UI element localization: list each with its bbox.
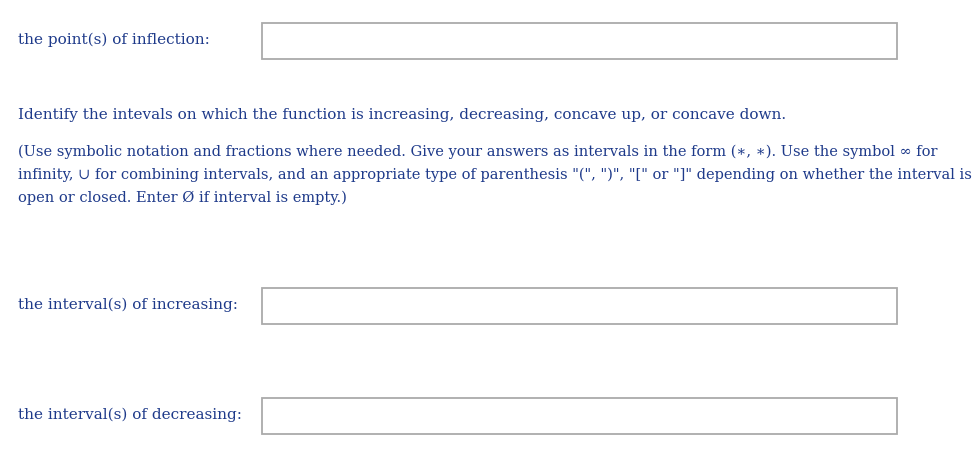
FancyBboxPatch shape (262, 288, 897, 324)
Text: open or closed. Enter Ø if interval is empty.): open or closed. Enter Ø if interval is e… (18, 190, 347, 205)
Text: infinity, ∪ for combining intervals, and an appropriate type of parenthesis "(",: infinity, ∪ for combining intervals, and… (18, 168, 972, 182)
Text: (Use symbolic notation and fractions where needed. Give your answers as interval: (Use symbolic notation and fractions whe… (18, 145, 938, 159)
FancyBboxPatch shape (262, 24, 897, 60)
Text: the interval(s) of increasing:: the interval(s) of increasing: (18, 297, 238, 311)
Text: the interval(s) of decreasing:: the interval(s) of decreasing: (18, 407, 242, 421)
Text: Identify the intevals on which the function is increasing, decreasing, concave u: Identify the intevals on which the funct… (18, 108, 786, 122)
Text: the point(s) of inflection:: the point(s) of inflection: (18, 33, 210, 47)
FancyBboxPatch shape (262, 398, 897, 434)
